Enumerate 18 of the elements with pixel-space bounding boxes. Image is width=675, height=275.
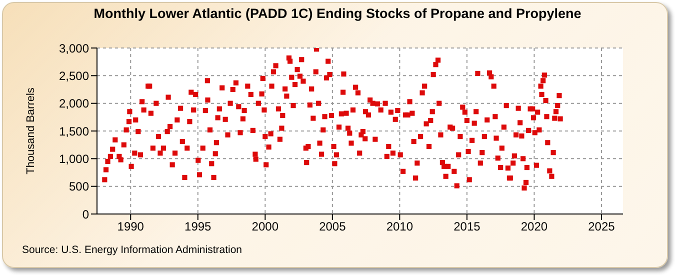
x-tick-label: 2010 [386,220,414,234]
x-tick-label: 2020 [520,220,548,234]
y-tick-label: 500 [68,180,90,194]
y-tick-label: 2,000 [58,96,90,111]
y-tick-label: 0 [82,207,90,222]
chart-title: Monthly Lower Atlantic (PADD 1C) Ending Stocks of Propane and Propylene [92,6,582,21]
y-tick-label: 1,000 [58,152,90,166]
x-tick-label: 2005 [319,220,346,234]
y-tick-label: 2,500 [58,68,90,83]
x-tick-label: 1995 [184,220,212,234]
y-tick-label: 3,000 [58,41,90,56]
x-tick-label: 1990 [117,220,144,234]
x-tick-label: 2015 [454,220,481,234]
y-axis-title: Thousand Barrels [24,87,37,174]
x-tick-label: 2025 [588,220,616,234]
source-note: Source: U.S. Energy Information Administration [22,244,242,256]
y-tick-label: 1,500 [58,124,90,138]
x-tick-label: 2000 [252,220,279,234]
